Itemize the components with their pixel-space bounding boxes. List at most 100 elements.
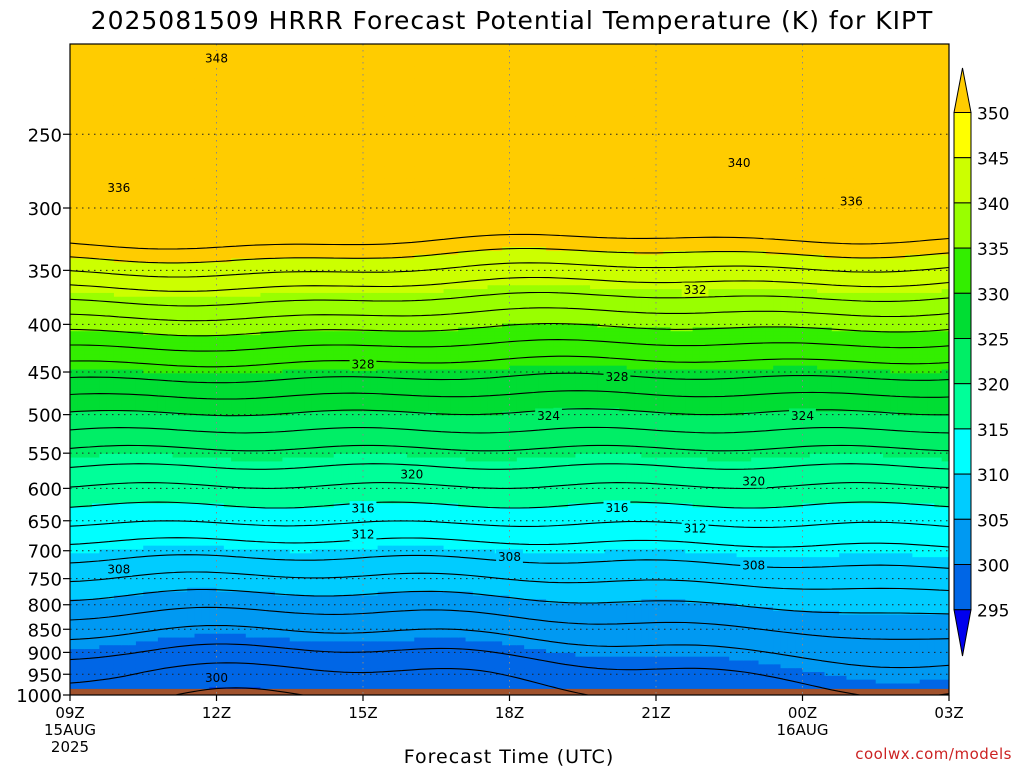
contour-326 [70,444,949,452]
contour-340 [70,322,949,337]
contour-350 [70,247,949,264]
contour-label: 308 [498,550,521,564]
y-tick-label: 1000 [16,686,62,707]
contour-342 [70,307,949,322]
contour-304 [70,643,949,695]
contour-lines [70,233,949,695]
contour-334 [70,372,949,384]
colorbar-overflow-high [953,67,972,113]
contour-328 [70,426,949,434]
contour-label: 320 [400,467,423,481]
colorbar-segment [953,428,972,475]
colorbar-label: 320 [977,376,1009,396]
y-tick-label: 350 [28,261,62,282]
contour-label: 324 [791,409,814,423]
colorbar-segment [953,564,972,611]
contour-label: 300 [205,671,228,685]
colorbar-overflow-low [953,609,972,657]
colorbar-label: 295 [977,602,1009,622]
y-tick-label: 750 [28,570,62,591]
colorbar-segment [953,112,972,159]
ground-band [70,688,949,695]
contour-label: 320 [742,474,765,488]
y-tick-label: 700 [28,542,62,563]
watermark-text: coolwx.com/models [855,745,1012,763]
y-axis-pressure: 2503003504004505005506006507007508008509… [16,125,70,707]
y-tick-label: 950 [28,665,62,686]
contour-label: 328 [352,357,375,371]
chart-title: 2025081509 HRRR Forecast Potential Tempe… [91,6,934,35]
colorbar-segment [953,518,972,565]
contour-338 [70,339,949,352]
x-tick-label: 12Z [202,704,231,722]
y-tick-label: 250 [28,125,62,146]
contour-label: 324 [537,409,560,423]
colorbar-segment [953,338,972,385]
contour-label: 308 [107,562,130,576]
contour-label: 332 [684,283,707,297]
colorbar-segment [953,473,972,520]
y-tick-label: 300 [28,199,62,220]
x-tick-label: 09Z [55,704,84,722]
x-tick-sublabel: 15AUG [44,721,96,739]
colorbar-label: 310 [977,466,1009,486]
contour-312 [70,571,949,592]
contour-318 [70,520,949,528]
x-axis-title: Forecast Time (UTC) [404,746,614,768]
colorbar-label: 305 [977,511,1009,531]
colorbar-label: 350 [977,105,1009,125]
y-tick-label: 850 [28,620,62,641]
contour-346 [70,276,949,292]
plot-area: 348 340 336 336 332 328 328 324 324 320 320 316 316 3… [70,44,949,695]
y-tick-label: 450 [28,363,62,384]
colorbar-label: 345 [977,150,1009,170]
contour-352 [70,233,949,250]
colorbar-legend: 295 300 305 310 315 320 325 330 335 340 345 350 [953,67,1009,657]
contour-314 [70,554,949,569]
ground-fill [70,688,949,695]
x-tick-label: 00Z [788,704,817,722]
contour-324 [70,463,949,470]
colorbar-label: 315 [977,421,1009,441]
x-tick-label: 15Z [348,704,377,722]
contour-302 [70,662,589,695]
colorbar-segment [953,292,972,339]
colorbar-segment [953,247,972,294]
y-tick-label: 900 [28,643,62,664]
x-tick-sublabel: 2025 [51,738,89,756]
y-tick-label: 400 [28,315,62,336]
contour-label: 312 [684,522,707,536]
contour-label: 328 [605,370,628,384]
x-tick-label: 18Z [495,704,524,722]
contour-labels: 348 340 336 336 332 328 328 324 324 320 320 316 316 3… [105,50,865,685]
colorbar-label: 340 [977,195,1009,215]
contour-label: 336 [107,181,130,195]
contour-316 [70,537,949,548]
colorbar-label: 325 [977,331,1009,351]
contour-344 [70,291,949,307]
contour-label: 308 [742,558,765,572]
colorbar-label: 300 [977,557,1009,577]
x-tick-sublabel: 16AUG [777,721,829,739]
colorbar-segment [953,383,972,430]
colorbar-label: 330 [977,285,1009,305]
x-tick-label: 21Z [641,704,670,722]
x-tick-label: 03Z [934,704,963,722]
contour-322 [70,482,949,489]
contour-label: 336 [840,195,863,209]
contour-label: 316 [605,501,628,515]
y-tick-label: 500 [28,406,62,427]
y-tick-label: 800 [28,596,62,617]
colorbar-segment [953,157,972,204]
contour-306 [70,624,949,669]
contour-label: 348 [205,51,228,65]
contour-label: 312 [352,528,375,542]
contour-310 [70,588,949,615]
colorbar-label: 335 [977,240,1009,260]
y-tick-label: 550 [28,444,62,465]
contour-348 [70,262,949,278]
contour-label: 340 [728,156,751,170]
contour-label: 316 [352,502,375,516]
